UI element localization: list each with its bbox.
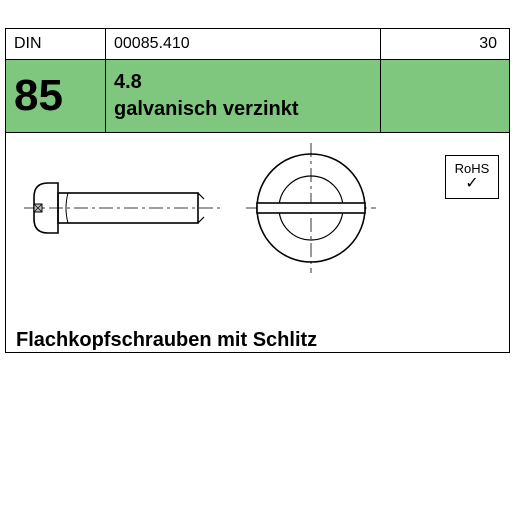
product-card: DIN 00085.410 30 85 4.8 galvanisch verzi… [0,0,520,520]
spec-empty [381,60,509,132]
rohs-check-icon: ✓ [465,176,478,192]
spec-row: 85 4.8 galvanisch verzinkt [6,60,509,133]
rohs-label: RoHS [455,162,490,176]
standard-number: 85 [6,60,106,132]
header-partno: 00085.410 [106,29,381,59]
rohs-badge: RoHS ✓ [445,155,499,199]
card-frame: DIN 00085.410 30 85 4.8 galvanisch verzi… [5,28,510,353]
drawing-area: RoHS ✓ [6,133,509,293]
spec-text: 4.8 galvanisch verzinkt [106,60,381,132]
header-row: DIN 00085.410 30 [6,29,509,60]
header-din: DIN [6,29,106,59]
spec-grade: 4.8 [114,71,380,94]
screw-side-view [24,153,224,263]
product-title: Flachkopfschrauben mit Schlitz [16,329,317,352]
screw-top-view [246,143,376,273]
spec-finish: galvanisch verzinkt [114,98,380,121]
header-qty: 30 [381,29,509,59]
